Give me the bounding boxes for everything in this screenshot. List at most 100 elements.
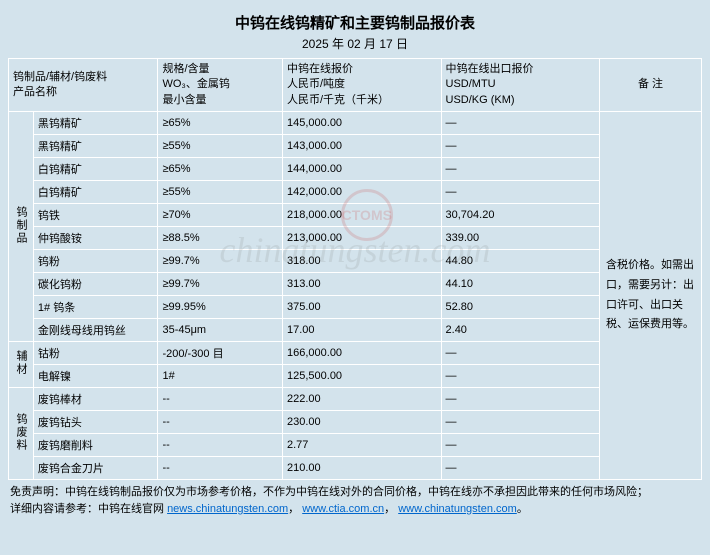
table-row: 废钨磨削料--2.77— (9, 434, 702, 457)
table-row: 钨粉≥99.7%318.0044.80 (9, 250, 702, 273)
rmb-price-cell: 144,000.00 (283, 158, 442, 181)
table-row: 废钨钻头--230.00— (9, 411, 702, 434)
rmb-price-cell: 125,500.00 (283, 365, 442, 388)
table-row: 辅材 钴粉-200/-300 目166,000.00— (9, 342, 702, 365)
product-name-cell: 白钨精矿 (33, 181, 158, 204)
spec-cell: -- (158, 457, 283, 480)
rmb-price-cell: 375.00 (283, 296, 442, 319)
product-name-cell: 钨粉 (33, 250, 158, 273)
col-header-spec: 规格/含量WO₃、金属钨最小含量 (158, 59, 283, 112)
disclaimer-line1: 免责声明：中钨在线钨制品报价仅为市场参考价格，不作为中钨在线对外的合同价格，中钨… (10, 486, 648, 498)
spec-cell: ≥65% (158, 158, 283, 181)
table-row: 废钨合金刀片--210.00— (9, 457, 702, 480)
rmb-price-cell: 145,000.00 (283, 112, 442, 135)
spec-cell: ≥99.7% (158, 273, 283, 296)
spec-cell: -- (158, 411, 283, 434)
category-cell: 钨废料 (9, 388, 34, 480)
table-row: 白钨精矿≥65%144,000.00— (9, 158, 702, 181)
product-name-cell: 黑钨精矿 (33, 135, 158, 158)
product-name-cell: 黑钨精矿 (33, 112, 158, 135)
rmb-price-cell: 143,000.00 (283, 135, 442, 158)
usd-price-cell: — (441, 342, 600, 365)
report-date: 2025 年 02 月 17 日 (8, 35, 702, 58)
spec-cell: ≥88.5% (158, 227, 283, 250)
product-name-cell: 废钨合金刀片 (33, 457, 158, 480)
spec-cell: -200/-300 目 (158, 342, 283, 365)
usd-price-cell: 44.80 (441, 250, 600, 273)
spec-cell: 35-45μm (158, 319, 283, 342)
product-name-cell: 钴粉 (33, 342, 158, 365)
product-name-cell: 废钨棒材 (33, 388, 158, 411)
rmb-price-cell: 166,000.00 (283, 342, 442, 365)
table-row: 钨铁≥70%218,000.0030,704.20 (9, 204, 702, 227)
usd-price-cell: — (441, 181, 600, 204)
usd-price-cell: — (441, 388, 600, 411)
table-row: 钨制品 黑钨精矿≥65%145,000.00—含税价格。如需出口，需要另计：出口… (9, 112, 702, 135)
rmb-price-cell: 222.00 (283, 388, 442, 411)
usd-price-cell: — (441, 457, 600, 480)
usd-price-cell: — (441, 135, 600, 158)
usd-price-cell: 44.10 (441, 273, 600, 296)
disclaimer-line2-prefix: 详细内容请参考：中钨在线官网 (10, 503, 167, 515)
rmb-price-cell: 210.00 (283, 457, 442, 480)
usd-price-cell: — (441, 365, 600, 388)
col-header-usd: 中钨在线出口报价USD/MTUUSD/KG (KM) (441, 59, 600, 112)
table-row: 1# 钨条≥99.95%375.0052.80 (9, 296, 702, 319)
product-name-cell: 电解镍 (33, 365, 158, 388)
table-row: 钨废料 废钨棒材--222.00— (9, 388, 702, 411)
col-header-note: 备 注 (600, 59, 702, 112)
product-name-cell: 钨铁 (33, 204, 158, 227)
table-row: 金刚线母线用钨丝35-45μm17.002.40 (9, 319, 702, 342)
table-row: 电解镍1#125,500.00— (9, 365, 702, 388)
note-cell: 含税价格。如需出口，需要另计：出口许可、出口关税、运保费用等。 (600, 112, 702, 480)
product-name-cell: 碳化钨粉 (33, 273, 158, 296)
spec-cell: -- (158, 434, 283, 457)
category-cell: 钨制品 (9, 112, 34, 342)
rmb-price-cell: 313.00 (283, 273, 442, 296)
spec-cell: ≥99.95% (158, 296, 283, 319)
link-ct[interactable]: www.chinatungsten.com (398, 503, 517, 515)
link-ctia[interactable]: www.ctia.com.cn (302, 503, 384, 515)
product-name-cell: 白钨精矿 (33, 158, 158, 181)
table-header-row: 钨制品/辅材/钨废料产品名称 规格/含量WO₃、金属钨最小含量 中钨在线报价人民… (9, 59, 702, 112)
usd-price-cell: — (441, 411, 600, 434)
spec-cell: ≥55% (158, 181, 283, 204)
table-row: 白钨精矿≥55%142,000.00— (9, 181, 702, 204)
rmb-price-cell: 213,000.00 (283, 227, 442, 250)
price-table-container: 中钨在线钨精矿和主要钨制品报价表 2025 年 02 月 17 日 钨制品/辅材… (0, 0, 710, 525)
usd-price-cell: 30,704.20 (441, 204, 600, 227)
disclaimer: 免责声明：中钨在线钨制品报价仅为市场参考价格，不作为中钨在线对外的合同价格，中钨… (8, 480, 702, 517)
product-name-cell: 1# 钨条 (33, 296, 158, 319)
product-name-cell: 仲钨酸铵 (33, 227, 158, 250)
price-table: 钨制品/辅材/钨废料产品名称 规格/含量WO₃、金属钨最小含量 中钨在线报价人民… (8, 58, 702, 480)
rmb-price-cell: 17.00 (283, 319, 442, 342)
product-name-cell: 废钨磨削料 (33, 434, 158, 457)
usd-price-cell: — (441, 158, 600, 181)
col-header-product: 钨制品/辅材/钨废料产品名称 (9, 59, 158, 112)
usd-price-cell: — (441, 112, 600, 135)
category-cell: 辅材 (9, 342, 34, 388)
table-row: 仲钨酸铵≥88.5%213,000.00339.00 (9, 227, 702, 250)
page-title: 中钨在线钨精矿和主要钨制品报价表 (8, 8, 702, 35)
spec-cell: ≥55% (158, 135, 283, 158)
table-row: 黑钨精矿≥55%143,000.00— (9, 135, 702, 158)
rmb-price-cell: 318.00 (283, 250, 442, 273)
table-row: 碳化钨粉≥99.7%313.0044.10 (9, 273, 702, 296)
spec-cell: ≥65% (158, 112, 283, 135)
spec-cell: 1# (158, 365, 283, 388)
usd-price-cell: 52.80 (441, 296, 600, 319)
usd-price-cell: 2.40 (441, 319, 600, 342)
usd-price-cell: 339.00 (441, 227, 600, 250)
link-news[interactable]: news.chinatungsten.com (167, 503, 288, 515)
usd-price-cell: — (441, 434, 600, 457)
product-name-cell: 金刚线母线用钨丝 (33, 319, 158, 342)
rmb-price-cell: 218,000.00 (283, 204, 442, 227)
spec-cell: ≥70% (158, 204, 283, 227)
rmb-price-cell: 142,000.00 (283, 181, 442, 204)
spec-cell: ≥99.7% (158, 250, 283, 273)
spec-cell: -- (158, 388, 283, 411)
rmb-price-cell: 230.00 (283, 411, 442, 434)
product-name-cell: 废钨钻头 (33, 411, 158, 434)
col-header-rmb: 中钨在线报价人民币/吨度人民币/千克（千米） (283, 59, 442, 112)
rmb-price-cell: 2.77 (283, 434, 442, 457)
